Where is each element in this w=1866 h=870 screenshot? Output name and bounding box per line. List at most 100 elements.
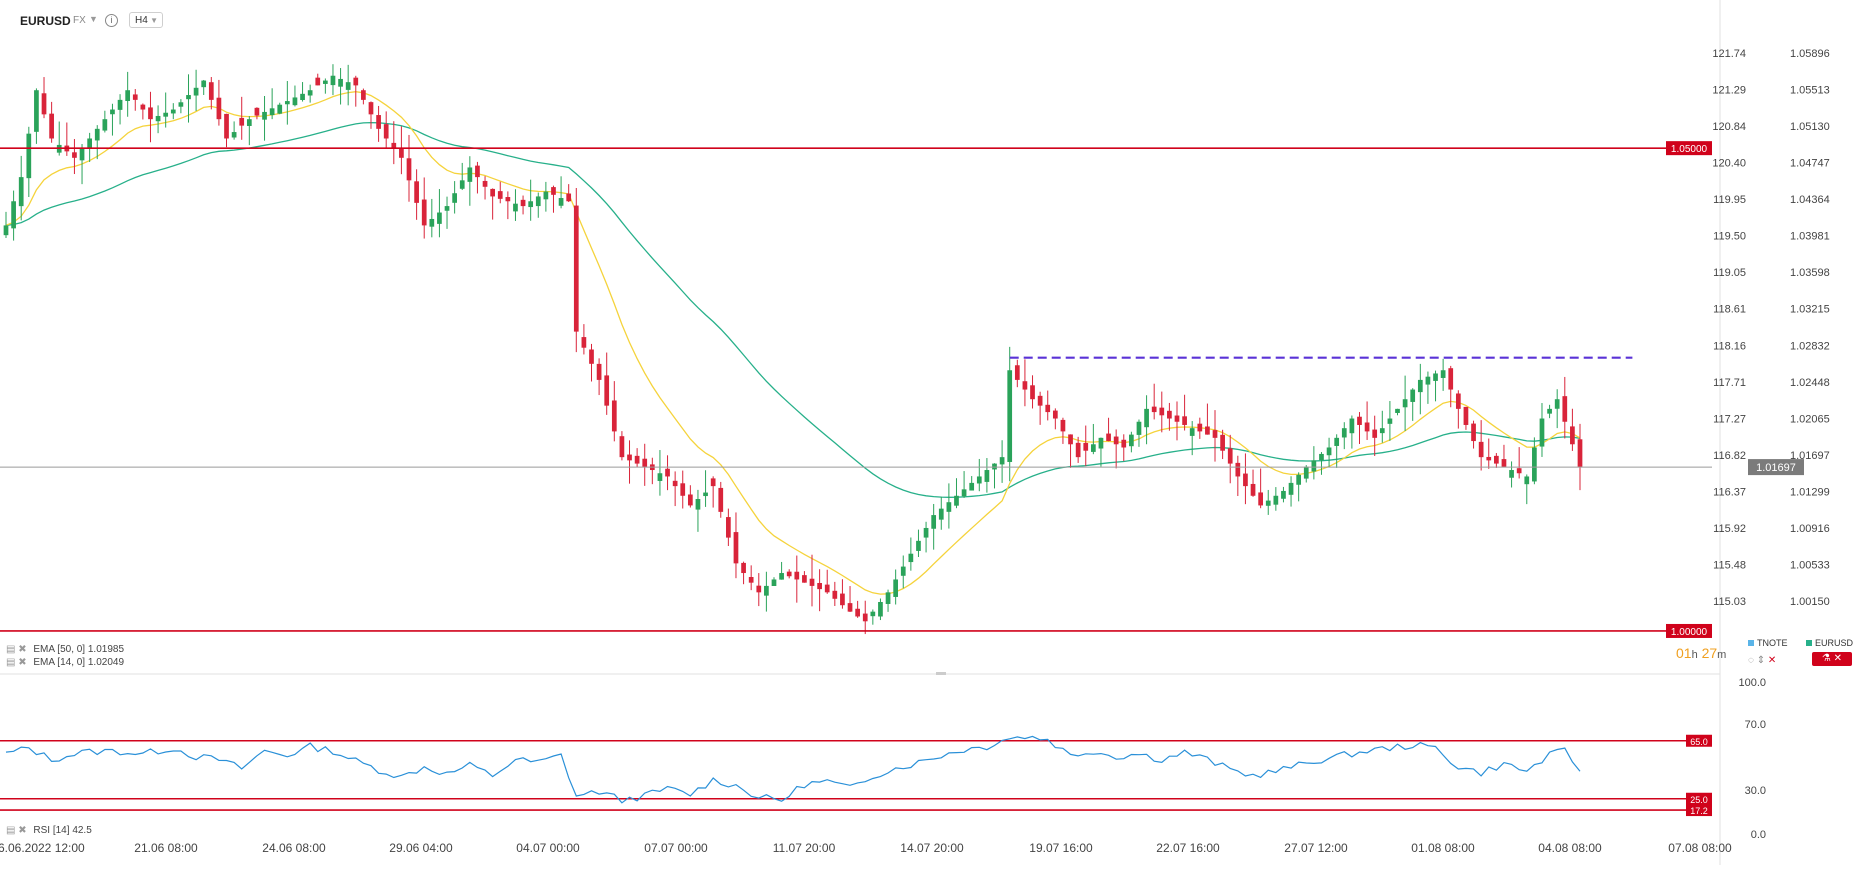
candle[interactable] xyxy=(178,99,184,114)
close-icon[interactable]: ✕ xyxy=(1767,655,1777,666)
symbol-label[interactable]: EURUSD xyxy=(20,14,71,28)
candle[interactable] xyxy=(421,177,427,239)
candle[interactable] xyxy=(832,581,838,606)
candle[interactable] xyxy=(1129,431,1134,453)
candle[interactable] xyxy=(315,73,321,86)
candle[interactable] xyxy=(847,586,853,612)
candle[interactable] xyxy=(11,190,16,241)
candle[interactable] xyxy=(239,96,245,140)
candle[interactable] xyxy=(771,577,777,587)
candle[interactable] xyxy=(1212,410,1218,462)
candle[interactable] xyxy=(246,116,252,146)
candle[interactable] xyxy=(893,569,899,605)
legend-tnote[interactable]: TNOTE xyxy=(1748,638,1788,648)
candle[interactable] xyxy=(391,121,397,165)
eurusd-tool-badge[interactable]: ⚗ ✕ xyxy=(1812,652,1852,666)
candle[interactable] xyxy=(1440,358,1446,391)
candle[interactable] xyxy=(680,470,686,509)
candle[interactable] xyxy=(1387,401,1393,441)
candle[interactable] xyxy=(1052,408,1058,430)
candle[interactable] xyxy=(1273,487,1279,511)
candle[interactable] xyxy=(855,600,860,618)
candle[interactable] xyxy=(34,88,39,144)
candle[interactable] xyxy=(748,565,754,591)
candle[interactable] xyxy=(201,79,207,95)
rsi-legend[interactable]: ▤ ✖ RSI [14] 42.5 xyxy=(6,825,92,836)
candle[interactable] xyxy=(1395,408,1400,416)
candle[interactable] xyxy=(1524,474,1530,505)
candle[interactable] xyxy=(573,187,579,353)
candle[interactable] xyxy=(1167,402,1172,431)
candle[interactable] xyxy=(543,181,549,212)
candle[interactable] xyxy=(277,102,283,115)
candle[interactable] xyxy=(1151,383,1157,420)
candle[interactable] xyxy=(619,431,625,461)
candle[interactable] xyxy=(1547,404,1552,419)
ema14-legend[interactable]: ▤ ✖ EMA [14, 0] 1.02049 xyxy=(6,657,124,668)
candle[interactable] xyxy=(330,64,336,96)
candle[interactable] xyxy=(581,324,587,355)
candle[interactable] xyxy=(1334,434,1340,468)
chevron-down-icon[interactable]: ▼ xyxy=(89,14,98,24)
candle[interactable] xyxy=(634,448,640,468)
candle[interactable] xyxy=(1478,420,1484,471)
candle[interactable] xyxy=(1022,359,1028,407)
candle[interactable] xyxy=(353,75,359,107)
candle[interactable] xyxy=(429,198,435,238)
candle[interactable] xyxy=(1144,395,1149,445)
candle[interactable] xyxy=(1281,486,1286,503)
candle[interactable] xyxy=(642,443,648,486)
candle[interactable] xyxy=(999,440,1005,483)
candle[interactable] xyxy=(1258,468,1263,509)
candle[interactable] xyxy=(566,184,572,203)
candle[interactable] xyxy=(1235,455,1241,497)
candle[interactable] xyxy=(1372,415,1378,456)
candle[interactable] xyxy=(467,156,473,206)
candle[interactable] xyxy=(224,113,229,148)
candle[interactable] xyxy=(741,561,746,585)
candle[interactable] xyxy=(984,458,990,493)
candle[interactable] xyxy=(1037,391,1043,425)
candle[interactable] xyxy=(459,162,465,191)
candle[interactable] xyxy=(627,440,632,484)
candle[interactable] xyxy=(452,181,457,214)
candle[interactable] xyxy=(1417,363,1423,415)
ema50-legend[interactable]: ▤ ✖ EMA [50, 0] 1.01985 xyxy=(6,644,124,655)
candle[interactable] xyxy=(756,573,762,607)
candle[interactable] xyxy=(665,455,670,491)
candle[interactable] xyxy=(1136,419,1142,447)
candle[interactable] xyxy=(923,521,929,553)
candle[interactable] xyxy=(1303,465,1309,483)
candle[interactable] xyxy=(383,111,389,149)
candle[interactable] xyxy=(148,91,153,143)
candle[interactable] xyxy=(41,77,47,119)
candle[interactable] xyxy=(1106,417,1111,442)
candle[interactable] xyxy=(687,485,693,508)
candle[interactable] xyxy=(862,600,868,635)
candle[interactable] xyxy=(102,110,108,133)
candle[interactable] xyxy=(186,74,191,123)
candle[interactable] xyxy=(946,483,952,529)
candle[interactable] xyxy=(1311,446,1317,480)
candle[interactable] xyxy=(961,471,967,498)
candle[interactable] xyxy=(49,101,54,143)
candle[interactable] xyxy=(72,139,77,175)
candle[interactable] xyxy=(269,88,275,120)
candle[interactable] xyxy=(817,569,822,612)
candle[interactable] xyxy=(18,155,24,221)
candle[interactable] xyxy=(376,105,381,142)
candle[interactable] xyxy=(1159,391,1165,433)
candle[interactable] xyxy=(695,489,701,532)
candle[interactable] xyxy=(497,181,503,204)
candle[interactable] xyxy=(1554,389,1560,429)
candle[interactable] xyxy=(1220,429,1225,460)
candle[interactable] xyxy=(1098,437,1104,467)
candle[interactable] xyxy=(284,81,290,125)
candle[interactable] xyxy=(1425,371,1431,404)
candle[interactable] xyxy=(513,189,518,221)
candle[interactable] xyxy=(1197,417,1203,439)
candle[interactable] xyxy=(710,476,716,508)
candle[interactable] xyxy=(1243,453,1248,505)
candle[interactable] xyxy=(307,84,313,103)
